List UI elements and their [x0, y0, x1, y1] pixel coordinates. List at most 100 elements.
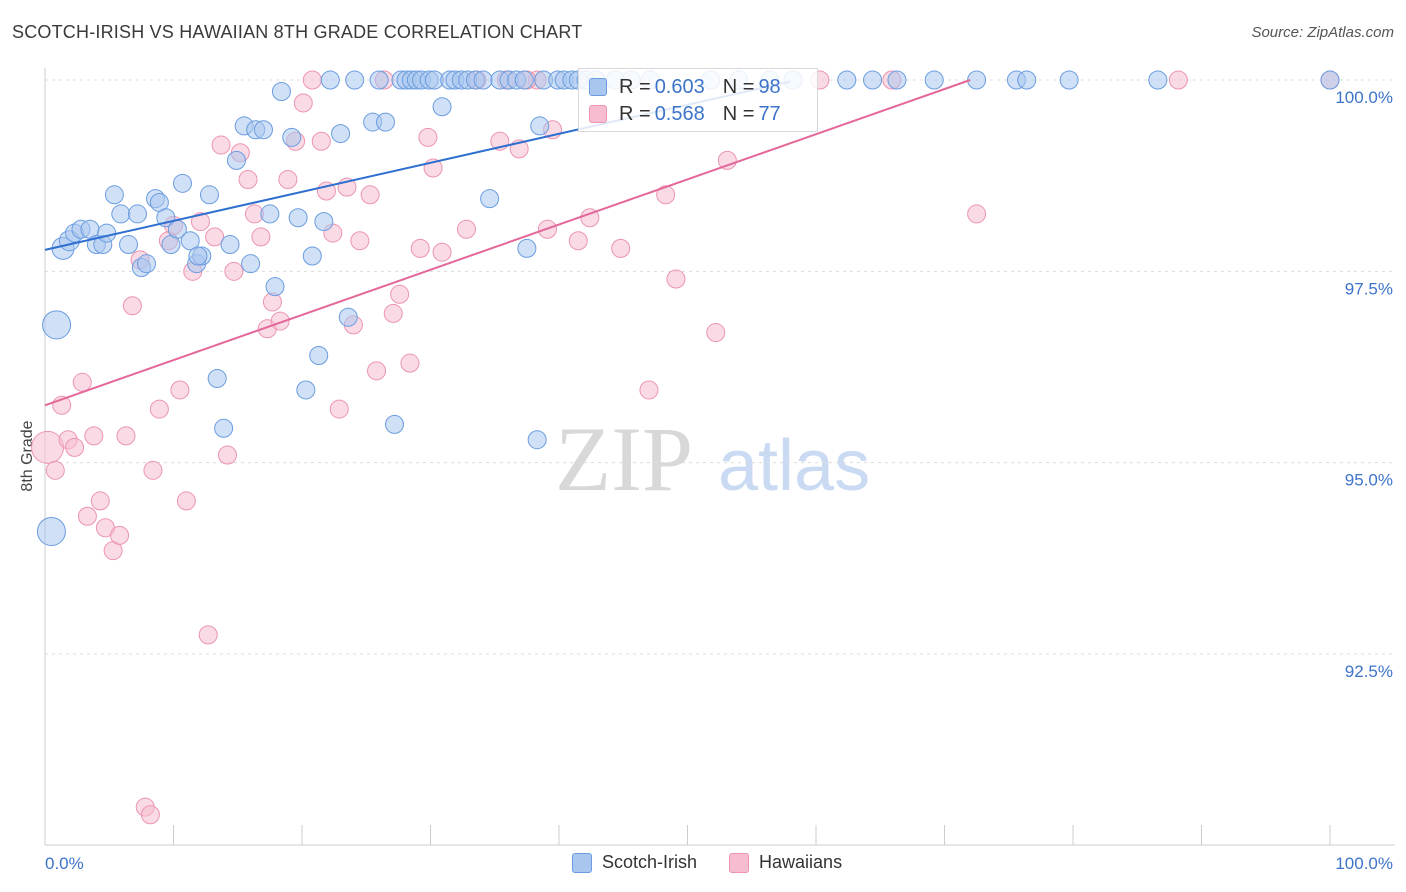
legend-item-scotch-irish[interactable]: Scotch-Irish	[572, 852, 697, 873]
hawaiians-point	[170, 380, 190, 400]
hawaiians-point	[122, 296, 142, 316]
scotch-irish-point	[36, 517, 66, 547]
scotch-irish-point	[887, 70, 907, 90]
hawaiians-point	[311, 131, 331, 151]
hawaiians-point	[278, 169, 298, 189]
chart-title: SCOTCH-IRISH VS HAWAIIAN 8TH GRADE CORRE…	[12, 22, 583, 42]
scotch-irish-point	[241, 254, 261, 274]
hawaiians-point	[400, 353, 420, 373]
hawaiians-point	[611, 238, 631, 258]
hawaiians-point	[639, 380, 659, 400]
hawaiians-point	[967, 204, 987, 224]
scotch-irish-point	[345, 70, 365, 90]
x-tick-label-min: 0.0%	[45, 854, 84, 873]
series-legend: Scotch-Irish Hawaiians	[572, 852, 874, 873]
scotch-irish-point	[220, 235, 240, 255]
hawaiians-point	[77, 506, 97, 526]
scotch-irish-point	[924, 70, 944, 90]
hawaiians-point	[432, 242, 452, 262]
watermark-atlas: atlas	[718, 426, 870, 506]
hawaiians-point	[360, 185, 380, 205]
scotch-irish-point	[514, 70, 534, 90]
scotch-irish-point	[42, 310, 72, 340]
legend-label-hawaiians: Hawaiians	[759, 852, 843, 872]
scotch-irish-point	[331, 124, 351, 144]
scotch-irish-point	[199, 185, 219, 205]
scotch-irish-point	[288, 208, 308, 228]
r-label: R =	[619, 75, 651, 98]
scotch-irish-point	[967, 70, 987, 90]
source-note: Source: ZipAtlas.com	[1251, 24, 1394, 41]
scotch-irish-point	[1017, 70, 1037, 90]
hawaiians-point	[190, 212, 210, 232]
x-tick-label-max: 100.0%	[1335, 854, 1393, 873]
stats-legend-row-scotch-irish: R = 0.603 N = 98	[589, 75, 781, 99]
scotch-irish-point	[527, 430, 547, 450]
scotch-irish-point	[226, 150, 246, 170]
scotch-irish-point	[296, 380, 316, 400]
hawaiians-point	[329, 399, 349, 419]
scotch-irish-point	[376, 112, 396, 132]
hawaiians-point	[350, 231, 370, 251]
scotch-irish-point	[1320, 70, 1340, 90]
scotch-irish-point	[473, 70, 493, 90]
hawaiians-point	[251, 227, 271, 247]
hawaiians-point	[270, 311, 290, 331]
scotch-irish-point	[265, 277, 285, 297]
hawaiians-point	[149, 399, 169, 419]
hawaiians-point	[65, 437, 85, 457]
legend-label-scotch-irish: Scotch-Irish	[602, 852, 698, 872]
scotch-irish-point	[253, 120, 273, 140]
series-scotch-irish-points	[36, 70, 1340, 547]
hawaiians-point	[302, 70, 322, 90]
r-value: 0.568	[654, 102, 705, 125]
hawaiians-point	[31, 430, 65, 464]
scotch-irish-point	[214, 418, 234, 438]
y-tick-label: 92.5%	[1345, 662, 1393, 681]
hawaiians-swatch	[589, 105, 607, 123]
hawaiians-point	[238, 169, 258, 189]
scotch-irish-point	[172, 173, 192, 193]
scotch-irish-point	[369, 70, 389, 90]
hawaiians-point	[143, 460, 163, 480]
scotch-irish-point	[314, 212, 334, 232]
scotch-irish-point	[119, 235, 139, 255]
hawaiians-point	[418, 127, 438, 147]
hawaiians-point	[211, 135, 231, 155]
scotch-irish-point	[260, 204, 280, 224]
scotch-irish-point	[128, 204, 148, 224]
hawaiians-legend-swatch	[729, 852, 750, 873]
scotch-irish-point	[282, 127, 302, 147]
scotch-irish-point	[432, 97, 452, 117]
y-tick-label: 100.0%	[1335, 88, 1393, 107]
scotch-irish-point	[180, 231, 200, 251]
scotch-irish-point	[104, 185, 124, 205]
scotch-irish-point	[188, 246, 208, 266]
hawaiians-point	[110, 525, 130, 545]
hawaiians-point	[410, 238, 430, 258]
hawaiians-point	[568, 231, 588, 251]
hawaiians-point	[656, 185, 676, 205]
y-tick-label: 97.5%	[1345, 279, 1393, 298]
legend-item-hawaiians[interactable]: Hawaiians	[729, 852, 842, 873]
hawaiians-point	[140, 805, 160, 825]
hawaiians-point	[84, 426, 104, 446]
scotch-irish-point	[385, 414, 405, 434]
scotch-irish-point	[309, 346, 329, 366]
hawaiians-point	[90, 491, 110, 511]
hawaiians-point	[666, 269, 686, 289]
hawaiians-point	[224, 261, 244, 281]
n-label: N =	[722, 102, 755, 125]
y-tick-label: 95.0%	[1345, 471, 1393, 490]
hawaiians-point	[293, 93, 313, 113]
stats-legend-row-hawaiians: R = 0.568 N = 77	[589, 102, 781, 126]
scotch-irish-point	[338, 307, 358, 327]
n-value: 98	[758, 75, 781, 98]
hawaiians-point	[456, 219, 476, 239]
scotch-irish-point	[111, 204, 131, 224]
scotch-irish-point	[530, 116, 550, 136]
scotch-irish-point	[517, 238, 537, 258]
n-value: 77	[758, 102, 781, 125]
hawaiians-point	[383, 303, 403, 323]
